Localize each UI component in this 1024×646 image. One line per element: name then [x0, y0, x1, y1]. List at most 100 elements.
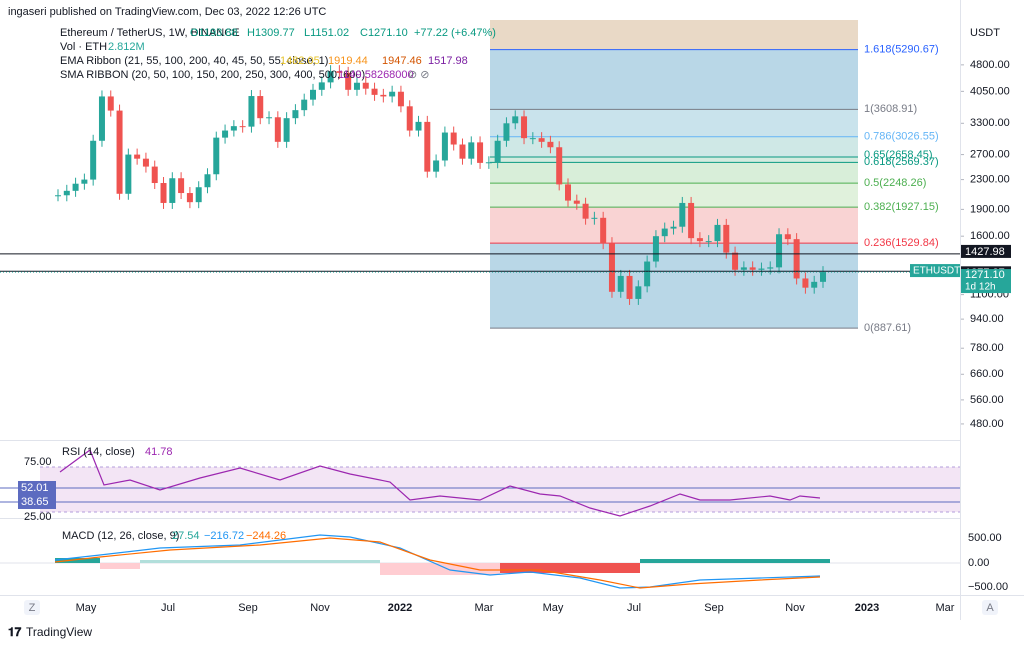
fib-label: 1(3608.91) [864, 103, 917, 115]
x-tick-label: May [76, 602, 97, 614]
rsi-tick: 75.00 [24, 456, 52, 468]
candle [556, 147, 563, 185]
x-tick-label: May [543, 602, 564, 614]
macd-hist [380, 563, 500, 575]
candle [327, 71, 334, 83]
rsi-tick: 52.01 [21, 482, 49, 494]
rsi-badge [18, 495, 56, 509]
price-badge [961, 244, 1011, 258]
candle [811, 281, 818, 288]
rsi-label: RSI (14, close) [62, 446, 135, 458]
fib-band [490, 109, 858, 137]
candle [81, 179, 88, 184]
last-label: 1271.10 [965, 269, 1005, 281]
y-tick-label: 2300.00 [970, 173, 1010, 185]
candle [266, 117, 273, 119]
macd-hist [640, 559, 830, 563]
y-tick-label: 780.00 [970, 342, 1004, 354]
candle [521, 116, 528, 139]
x-tick-label: Nov [310, 602, 330, 614]
candle [169, 178, 176, 203]
x-tick-label: Sep [704, 602, 724, 614]
macd-value: 27.54 [172, 530, 200, 542]
signal-line [54, 537, 821, 589]
candle [705, 241, 712, 243]
candle [248, 96, 255, 127]
candle [749, 267, 756, 270]
button-label[interactable]: Z [29, 602, 36, 614]
candle [63, 190, 70, 196]
ema-label: EMA Ribbon (21, 55, 100, 200, 40, 45, 50… [60, 55, 328, 67]
icons: ⊘ ⊘ [408, 69, 430, 81]
macd-hist [500, 563, 640, 573]
y-tick-label: 480.00 [970, 418, 1004, 430]
candle [160, 183, 167, 203]
candle [362, 82, 369, 89]
rsi-tick: 25.00 [24, 511, 52, 523]
candle [714, 224, 721, 242]
candle [98, 96, 105, 141]
fib-band [490, 136, 858, 158]
button-label[interactable]: A [986, 602, 994, 614]
y-tick-label: 2700.00 [970, 148, 1010, 160]
candle [151, 166, 158, 184]
candle [441, 132, 448, 161]
candle [503, 123, 510, 141]
auto-button[interactable] [982, 600, 998, 615]
x-tick-label: Mar [475, 602, 494, 614]
candle [565, 184, 571, 201]
candle [626, 275, 633, 299]
candle [318, 82, 325, 90]
x-tick-label: 2022 [388, 602, 412, 614]
candle [652, 236, 659, 262]
fib-label: 0.5(2248.26) [864, 177, 926, 189]
ema-value: 1919.44 [328, 55, 368, 67]
x-tick-label: Jul [627, 602, 641, 614]
candle [635, 286, 642, 299]
candle [573, 200, 580, 204]
macd-line [54, 534, 821, 589]
candle [257, 96, 264, 119]
candle [600, 217, 607, 244]
macd-tick: −500.00 [968, 581, 1008, 593]
candle [793, 239, 800, 279]
fib-label: 1.618(5290.67) [864, 44, 939, 56]
zoom-button[interactable] [24, 600, 40, 615]
candle [740, 267, 747, 270]
symbol-label: ETHUSDT [913, 266, 960, 277]
candle [371, 88, 378, 95]
fib-band [490, 49, 858, 110]
ema-value: 1947.46 [382, 55, 422, 67]
symbol-badge [910, 264, 960, 278]
candle [195, 187, 202, 203]
candle [591, 217, 598, 219]
candle [802, 278, 809, 288]
x-tick-label: Mar [936, 602, 955, 614]
candle [72, 183, 79, 191]
last-badge [961, 269, 1011, 294]
candle [547, 141, 554, 148]
candle [670, 226, 677, 229]
candle [292, 110, 299, 119]
candle [107, 96, 114, 111]
rsi-band [40, 467, 960, 512]
fib-band [490, 20, 858, 50]
candle [767, 267, 774, 269]
rsi-value: 41.78 [145, 446, 173, 458]
candle [345, 72, 352, 90]
candle [204, 174, 211, 188]
candle [679, 202, 686, 227]
candle [433, 160, 440, 172]
candle [512, 116, 519, 124]
axis-separator [960, 0, 961, 620]
candle [582, 203, 589, 219]
x-tick-label: Sep [238, 602, 258, 614]
candle [776, 234, 783, 268]
y-tick-label: 4800.00 [970, 59, 1010, 71]
candle [310, 89, 316, 100]
candle [380, 94, 387, 97]
candle [608, 243, 615, 292]
fib-band [490, 183, 858, 208]
candle [397, 91, 404, 107]
